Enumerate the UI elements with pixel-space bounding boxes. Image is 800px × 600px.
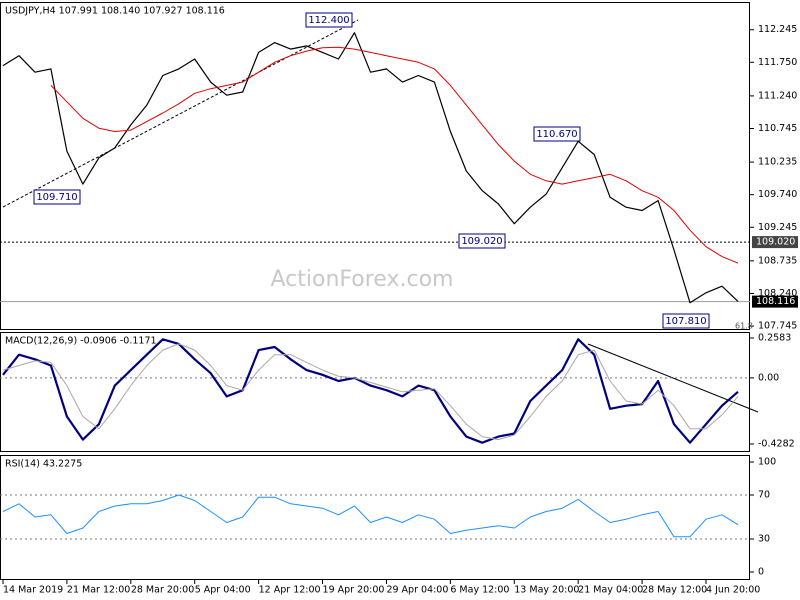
- x-tick-label: 21 May 04:00: [578, 585, 643, 596]
- x-tick-label: 12 Apr 12:00: [259, 585, 321, 596]
- series-line: [50, 46, 739, 264]
- x-tick-label: 28 May 12:00: [642, 585, 707, 596]
- x-tick-label: 6 May 12:00: [450, 585, 509, 596]
- y-tick-label: 109.245: [758, 222, 797, 233]
- series-line: [2, 338, 739, 444]
- y-tick-label: 110.745: [758, 123, 797, 134]
- y-tick-label: 100: [758, 457, 776, 468]
- price-label-box: [752, 295, 798, 308]
- x-tick-label: 19 Apr 20:00: [323, 585, 385, 596]
- annotations: 112.400 109.710 110.670 109.020 107.810 …: [33, 12, 753, 331]
- annotation: 61.8: [735, 322, 753, 331]
- x-tick-label: 21 Mar 12:00: [67, 585, 130, 596]
- annotation-box: [305, 12, 353, 28]
- series-line: [2, 32, 739, 304]
- panel-title: USDJPY,H4 107.991 108.140 107.927 108.11…: [5, 6, 225, 17]
- series-line: [2, 494, 739, 538]
- x-tick-label: 28 Mar 20:00: [131, 585, 194, 596]
- panel-title: RSI(14) 43.2275: [5, 459, 82, 470]
- x-tick-label: 4 Jun 20:00: [706, 585, 760, 596]
- x-tick-label: 5 Apr 04:00: [195, 585, 251, 596]
- x-tick-label: 13 May 20:00: [514, 585, 579, 596]
- annotation: 112.400: [308, 15, 349, 26]
- panel-frame: [0, 332, 750, 452]
- macd-trend-line: [587, 343, 759, 413]
- y-tick-label: 0.00: [758, 372, 779, 383]
- y-tick-label: 110.235: [758, 157, 797, 168]
- y-tick-label: 108.735: [758, 255, 797, 266]
- watermark: ActionForex.com: [271, 267, 454, 292]
- y-tick-label: 109.740: [758, 189, 797, 200]
- y-tick-label: 0.2583: [758, 332, 791, 343]
- y-tick-label: 107.745: [758, 321, 797, 332]
- trend-line: [2, 19, 359, 208]
- annotation: 109.710: [36, 192, 77, 203]
- panel-title: MACD(12,26,9) -0.0906 -0.1171: [5, 336, 157, 347]
- price-label: 108.116: [756, 296, 795, 307]
- panel-frame: [0, 2, 750, 330]
- panel-frame: [0, 455, 750, 580]
- annotation: 109.020: [461, 236, 502, 247]
- y-tick-label: 111.240: [758, 90, 797, 101]
- annotation-box: [533, 126, 581, 142]
- annotation-box: [458, 233, 506, 249]
- y-tick-label: -0.4282: [758, 439, 795, 450]
- y-tick-label: 0: [758, 566, 764, 577]
- x-tick-label: 29 Apr 04:00: [386, 585, 448, 596]
- x-tick-label: 14 Mar 2019: [3, 585, 63, 596]
- annotation-box: [33, 189, 81, 205]
- price-label: 109.020: [756, 237, 795, 248]
- annotation: 107.810: [665, 316, 706, 327]
- series-line: [2, 343, 739, 441]
- y-tick-label: 30: [758, 533, 770, 544]
- annotation: 110.670: [536, 129, 577, 140]
- price-label-box: [752, 236, 798, 249]
- annotation-box: [662, 313, 710, 329]
- y-tick-label: 108.240: [758, 288, 797, 299]
- y-tick-label: 70: [758, 490, 770, 501]
- y-tick-label: 112.245: [758, 24, 797, 35]
- y-tick-label: 111.750: [758, 57, 797, 68]
